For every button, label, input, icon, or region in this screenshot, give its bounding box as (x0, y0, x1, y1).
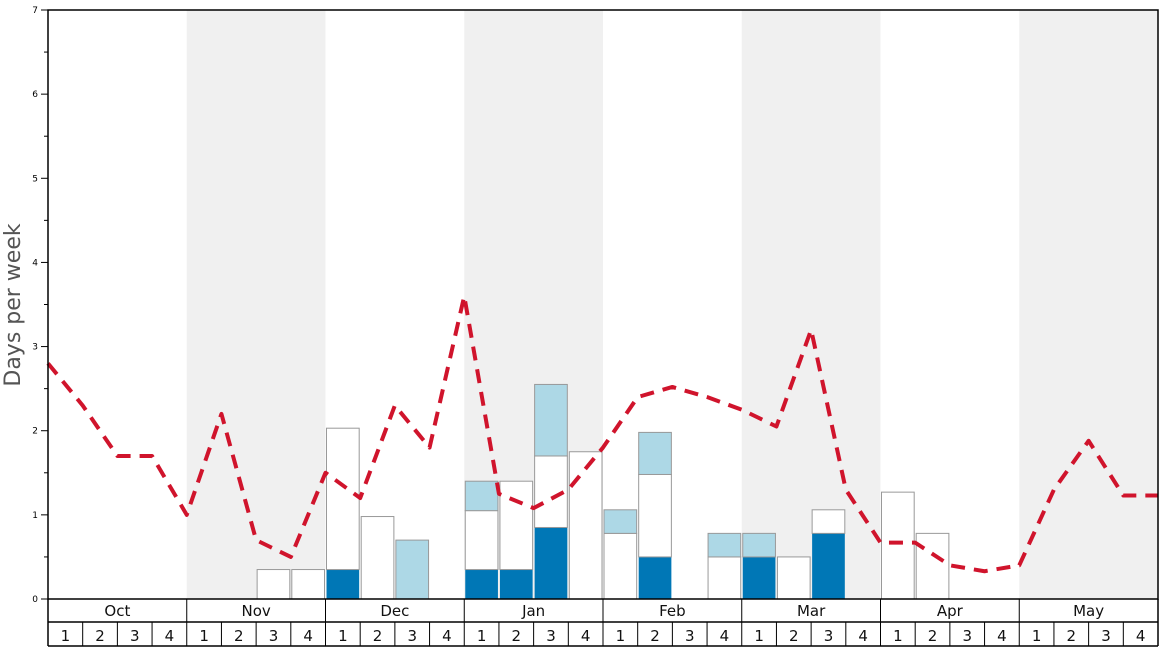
y-axis-title: Days per week (1, 223, 26, 386)
week-label: 4 (1136, 627, 1146, 645)
bar-segment-dark (326, 569, 360, 599)
week-label: 3 (1101, 627, 1111, 645)
bar-segment-white (291, 569, 325, 600)
bar-segment-dark (499, 569, 533, 599)
week-label: 3 (824, 627, 834, 645)
week-label: 4 (581, 627, 591, 645)
month-label-dec: Dec (380, 602, 409, 620)
week-label: 4 (997, 627, 1007, 645)
bar-segment-dark (812, 533, 845, 599)
bar-segment-white (499, 480, 534, 571)
line-layer (46, 294, 1158, 574)
bar-segment-light (534, 383, 568, 457)
week-label: 2 (234, 627, 244, 645)
week-label: 3 (546, 627, 556, 645)
y-tick-label: 0 (32, 595, 38, 605)
week-label: 4 (165, 627, 175, 645)
week-label: 4 (858, 627, 868, 645)
bar-segment-white (603, 532, 638, 600)
bar-segment-dark (465, 569, 498, 599)
week-label: 1 (893, 627, 903, 645)
y-tick-label: 4 (32, 258, 38, 268)
week-label: 1 (754, 627, 764, 645)
bar-segment-white (707, 556, 742, 600)
week-label: 2 (95, 627, 105, 645)
month-label-feb: Feb (659, 602, 686, 620)
week-label: 3 (130, 627, 140, 645)
y-tick-label: 2 (32, 427, 38, 437)
bar-segment-light (464, 480, 499, 512)
y-tick-label: 5 (32, 174, 38, 184)
month-label-mar: Mar (797, 602, 826, 620)
week-label: 2 (373, 627, 383, 645)
y-tick-label: 1 (32, 511, 38, 521)
bar-segment-light (707, 532, 742, 558)
week-label: 2 (928, 627, 938, 645)
bar-segment-dark (534, 527, 568, 599)
bar-segment-light (742, 532, 776, 558)
month-band-mar (741, 10, 881, 599)
week-label: 1 (616, 627, 626, 645)
bar-segment-white (464, 510, 499, 571)
week-label: 4 (442, 627, 452, 645)
x-axis: Oct 1 2 3 4 Nov 1 2 3 4 Dec 1 2 3 4 Jan 1 2 3 4 Feb 1 2 3 4 Mar 1 2… (47, 599, 1159, 647)
week-label: 1 (338, 627, 348, 645)
bar-segment-white (776, 556, 811, 600)
bar-segment-light (603, 509, 638, 534)
month-label-nov: Nov (241, 602, 270, 620)
bar-segment-dark (742, 556, 776, 599)
week-label: 3 (685, 627, 695, 645)
month-label-jan: Jan (521, 602, 545, 620)
bar-segment-white (360, 516, 395, 600)
week-label: 1 (1032, 627, 1042, 645)
y-tick-label: 7 (32, 6, 38, 16)
bar-segment-dark (638, 556, 672, 599)
week-label: 2 (789, 627, 799, 645)
week-label: 1 (199, 627, 209, 645)
line-series (46, 294, 1158, 574)
bar-segment-white (638, 473, 672, 558)
bar-segment-light (395, 539, 430, 600)
week-label: 3 (962, 627, 972, 645)
week-label: 2 (512, 627, 522, 645)
month-label-may: May (1073, 602, 1104, 620)
month-label-oct: Oct (104, 602, 130, 620)
month-bands (186, 10, 1158, 599)
bar-segment-white (256, 569, 291, 600)
y-tick-label: 6 (32, 90, 38, 100)
bar-segment-white (326, 427, 360, 571)
bar-segment-white (915, 532, 950, 600)
plot-frame (47, 9, 1159, 600)
bar-segment-white (811, 509, 846, 534)
month-band-may (1019, 10, 1158, 599)
week-label: 2 (650, 627, 660, 645)
bar-segment-white (568, 451, 603, 600)
y-axis: 0 1 2 3 4 5 6 7 (32, 6, 48, 605)
week-label: 1 (477, 627, 487, 645)
week-label: 3 (269, 627, 279, 645)
week-label: 4 (720, 627, 730, 645)
y-tick-label: 3 (32, 343, 38, 353)
bar-segment-white (881, 491, 915, 600)
month-band-nov (186, 10, 326, 599)
bar-segment-light (638, 431, 672, 475)
week-label: 2 (1067, 627, 1077, 645)
week-label: 1 (61, 627, 71, 645)
week-label: 4 (303, 627, 313, 645)
bars-layer (256, 383, 950, 600)
month-label-apr: Apr (937, 602, 964, 620)
week-label: 3 (407, 627, 417, 645)
